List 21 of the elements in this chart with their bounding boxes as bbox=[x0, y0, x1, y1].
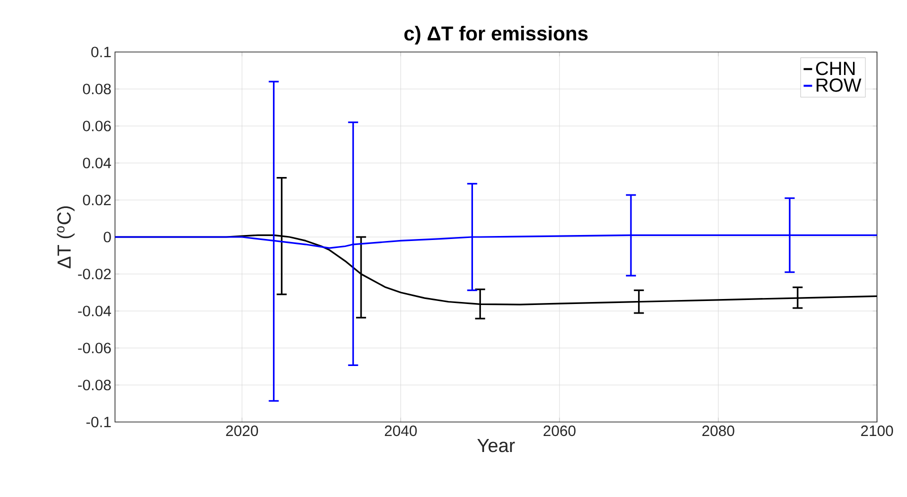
y-tick-label: 0 bbox=[104, 232, 111, 242]
x-tick-label: 2080 bbox=[702, 426, 734, 436]
y-tick-label: -0.02 bbox=[78, 268, 111, 280]
y-tick-label: 0.06 bbox=[82, 120, 111, 132]
x-tick-label: 2020 bbox=[226, 426, 258, 436]
y-axis-title: ΔT ($^{o}$C) bbox=[56, 206, 75, 268]
y-tick-label: 0.08 bbox=[82, 84, 111, 94]
x-tick-label: 2040 bbox=[384, 426, 417, 436]
legend-label: CHN bbox=[816, 62, 855, 76]
x-axis-title: Year bbox=[477, 438, 515, 452]
y-tick-label: -0.06 bbox=[78, 342, 111, 354]
y-tick-label: 0.04 bbox=[82, 158, 112, 168]
y-tick-label: 0.02 bbox=[82, 194, 111, 206]
x-tick-label: 2060 bbox=[544, 426, 576, 436]
chart-title: c) ΔT for emissions bbox=[404, 26, 588, 44]
y-tick-label: -0.04 bbox=[78, 306, 112, 316]
legend-label: ROW bbox=[816, 78, 862, 92]
y-tick-label: -0.08 bbox=[78, 380, 111, 390]
x-tick-label: 2100 bbox=[861, 426, 894, 436]
y-tick-label: -0.1 bbox=[86, 416, 111, 428]
y-tick-label: 0.1 bbox=[91, 46, 111, 58]
